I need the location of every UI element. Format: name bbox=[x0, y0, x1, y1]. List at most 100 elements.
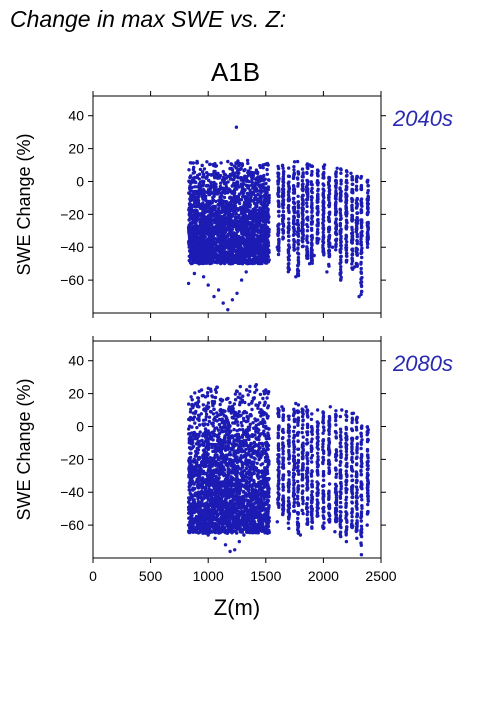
scatter-point bbox=[315, 200, 319, 204]
scatter-point bbox=[248, 227, 252, 231]
scatter-point bbox=[226, 180, 230, 184]
scatter-point bbox=[204, 216, 208, 220]
scatter-point bbox=[236, 173, 240, 178]
scatter-point bbox=[350, 175, 354, 179]
scatter-point bbox=[327, 238, 331, 242]
scatter-point bbox=[236, 256, 240, 260]
scatter-point bbox=[316, 174, 320, 178]
scatter-point bbox=[287, 221, 291, 225]
scatter-point bbox=[352, 265, 357, 269]
scatter-point bbox=[305, 197, 310, 201]
scatter-point bbox=[327, 242, 332, 246]
scatter-point bbox=[244, 179, 249, 183]
scatter-point bbox=[359, 260, 363, 265]
scatter-point bbox=[321, 230, 325, 235]
scatter-point bbox=[233, 194, 238, 199]
scatter-point bbox=[265, 167, 269, 172]
scatter-point bbox=[310, 186, 314, 191]
scatter-point bbox=[300, 239, 304, 243]
scatter-point bbox=[237, 199, 241, 203]
scatter-point bbox=[227, 204, 231, 208]
scatter-point bbox=[226, 232, 230, 237]
scatter-point bbox=[292, 210, 296, 214]
scatter-point bbox=[207, 241, 211, 245]
scatter-point bbox=[243, 196, 247, 201]
scatter-point bbox=[220, 253, 225, 257]
scatter-point bbox=[191, 248, 195, 253]
scatter-point bbox=[281, 231, 285, 235]
scatter-point bbox=[338, 208, 343, 212]
y-tick-label: 40 bbox=[68, 108, 84, 124]
scatter-point bbox=[216, 225, 221, 230]
scatter-point bbox=[287, 245, 292, 250]
scatter-point bbox=[325, 270, 329, 274]
scatter-point bbox=[350, 259, 355, 263]
scatter-point bbox=[359, 232, 364, 236]
scatter-point bbox=[246, 171, 250, 175]
scatter-point bbox=[234, 211, 238, 215]
scatter-point bbox=[355, 248, 359, 252]
scatter-point bbox=[309, 182, 314, 186]
scatter-point bbox=[218, 229, 222, 233]
scatter-point bbox=[257, 252, 262, 256]
scatter-point bbox=[261, 220, 266, 224]
scatter-point bbox=[350, 240, 354, 244]
scatter-point bbox=[198, 180, 203, 184]
scatter-point bbox=[344, 192, 348, 196]
scatter-point bbox=[275, 245, 279, 249]
scatter-point bbox=[305, 254, 310, 258]
scatter-point bbox=[262, 231, 267, 235]
scatter-point bbox=[196, 189, 201, 193]
scenario-title: A1B bbox=[211, 57, 261, 87]
scatter-point bbox=[239, 166, 243, 171]
scatter-point bbox=[248, 389, 252, 394]
scatter-point bbox=[194, 233, 198, 238]
scatter-point bbox=[246, 259, 251, 264]
scatter-point bbox=[228, 211, 232, 215]
scatter-point bbox=[265, 396, 269, 400]
scatter-point bbox=[223, 235, 227, 239]
scatter-point bbox=[232, 177, 236, 182]
scatter-point bbox=[327, 227, 331, 231]
scatter-point bbox=[310, 233, 314, 238]
scatter-point bbox=[327, 195, 331, 199]
scatter-point bbox=[259, 211, 264, 215]
scatter-point bbox=[296, 242, 301, 246]
scatter-point bbox=[321, 205, 325, 209]
scatter-point bbox=[286, 266, 290, 270]
scatter-point bbox=[190, 209, 194, 213]
scatter-point bbox=[189, 221, 194, 226]
scatter-point bbox=[327, 203, 331, 207]
scatter-point bbox=[286, 230, 291, 235]
y-tick-label: 20 bbox=[68, 141, 84, 157]
scatter-point bbox=[281, 199, 285, 203]
scatter-point bbox=[196, 243, 200, 247]
scatter-point bbox=[201, 201, 205, 205]
scatter-point bbox=[265, 206, 269, 210]
scatter-point bbox=[227, 260, 231, 264]
scatter-point bbox=[281, 188, 286, 192]
scatter-point bbox=[249, 195, 253, 199]
scatter-point bbox=[249, 170, 253, 174]
scatter-point bbox=[338, 272, 343, 276]
scatter-point bbox=[334, 225, 339, 229]
scatter-point bbox=[287, 186, 292, 191]
scatter-points bbox=[186, 125, 370, 312]
scatter-point bbox=[305, 171, 309, 175]
scatter-point bbox=[187, 258, 191, 263]
scatter-point bbox=[286, 193, 291, 197]
scatter-point bbox=[216, 171, 220, 176]
scatter-point bbox=[276, 199, 280, 203]
scatter-point bbox=[355, 198, 359, 203]
scatter-point bbox=[246, 393, 250, 397]
scatter-point bbox=[217, 257, 221, 262]
scatter-point bbox=[208, 199, 212, 204]
scatter-point bbox=[286, 174, 291, 178]
scatter-point bbox=[300, 224, 304, 228]
scatter-point bbox=[281, 180, 286, 185]
scatter-point bbox=[359, 243, 364, 247]
scatter-point bbox=[189, 242, 194, 246]
scatter-point bbox=[207, 178, 211, 183]
scatter-point bbox=[296, 223, 301, 227]
scatter-point bbox=[286, 190, 291, 194]
